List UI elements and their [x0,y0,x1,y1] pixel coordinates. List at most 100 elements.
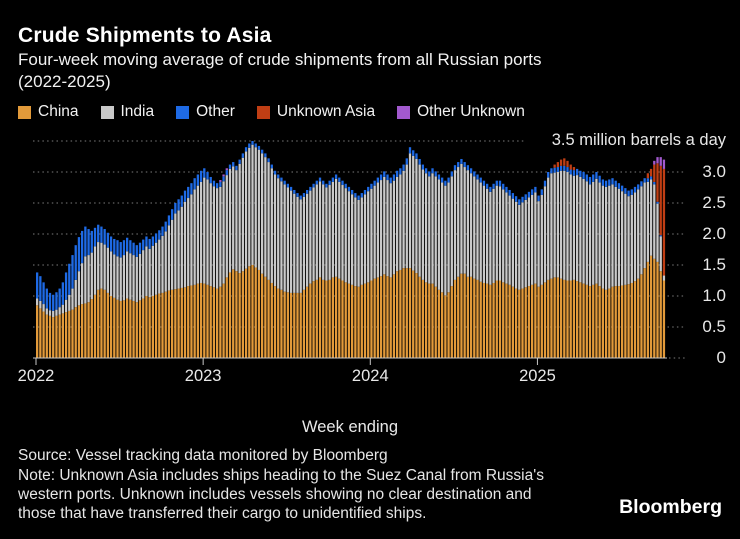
bar-segment-india [534,192,537,284]
bar-segment-india [84,256,87,304]
bar-segment-india [624,193,627,285]
bar-segment-china [550,278,553,358]
bar-segment-india [209,183,212,287]
bar-segment-other [81,230,84,264]
bar-segment-china [518,289,521,358]
x-tick-label-2025: 2025 [519,367,556,385]
bar-segment-india [479,182,482,282]
bar-segment-india [579,176,582,283]
legend-swatch-unknown_asia [256,105,270,119]
bar-segment-china [582,283,585,358]
bar-segment-other [113,238,116,255]
bar-segment-china [84,303,87,358]
bar-segment-india [280,181,283,290]
bar-segment-other [77,237,81,272]
bar-segment-other [569,169,572,175]
bar-segment-other [418,158,421,165]
bar-segment-china [257,269,261,358]
bar-segment-india [167,225,171,291]
bar-segment-india [161,235,164,293]
bar-segment-other [296,193,299,197]
bar-segment-china [48,315,52,358]
bar-segment-china [74,307,77,358]
note-line-2: western ports. Unknown includes vessels … [18,486,532,503]
bar-segment-china [598,286,601,358]
bar-segment-india [129,253,132,300]
bar-segment-other [212,180,216,187]
bar-segment-china [183,287,187,358]
bar-segment-china [566,280,569,358]
bar-segment-india [418,164,421,277]
legend-label-other: Other [196,103,235,120]
bar-segment-india [232,166,235,270]
bar-segment-india [601,185,605,289]
bar-segment-india [511,198,515,287]
bar-segment-china [450,286,453,358]
bar-segment-other [543,180,547,187]
bar-segment-india [158,239,161,294]
bar-segment-other [58,288,61,308]
bar-segment-other [537,195,540,202]
bar-segment-other [370,183,373,189]
bar-segment-other [264,153,267,158]
bar-segment-india [328,185,331,280]
bar-segment-india [367,191,370,283]
bar-segment-india [106,247,110,293]
bar-segment-india [283,184,286,292]
bar-segment-unknown_asia [553,164,556,168]
x-axis-title: Week ending [301,418,398,436]
bar-segment-india [142,250,145,299]
bar-segment-china [608,288,611,358]
bar-segment-other [109,236,113,252]
bar-segment-china [235,271,238,358]
bar-segment-other [39,276,42,301]
y-tick-label-0.5: 0.5 [702,317,726,336]
bar-segment-india [203,177,206,284]
bar-segment-china [486,283,489,358]
bar-segment-other [302,193,306,197]
bar-segment-india [595,178,598,284]
bar-segment-other [164,221,167,232]
y-tick-label-1.5: 1.5 [702,255,726,274]
bar-segment-other [106,232,110,248]
bar-segment-india [277,178,280,289]
bar-segment-china [463,273,466,358]
bar-segment-other [71,255,74,289]
bar-segment-unknown_asia [653,164,656,182]
legend-swatch-other [176,105,190,119]
bar-segment-china [402,268,405,358]
bar-segment-india [653,184,656,259]
bar-segment-other [614,180,617,187]
bar-segment-china [341,280,344,358]
bar-segment-other [171,209,174,220]
bar-segment-other [392,174,396,181]
bar-segment-other [257,145,261,150]
bar-segment-india [524,199,527,288]
bar-segment-china [267,279,270,358]
bar-segment-china [396,271,399,358]
bar-segment-india [251,144,254,265]
bar-segment-china [498,280,502,358]
bar-segment-india [286,187,290,293]
bar-segment-china [611,286,614,358]
bar-segment-other [151,236,155,246]
bar-segment-china [633,281,637,358]
bar-segment-other [460,158,463,164]
bar-segment-india [379,180,383,277]
bar-segment-other [492,183,495,189]
bar-segment-india [312,187,315,282]
y-tick-label-0: 0 [716,348,726,367]
bar-segment-other [531,189,534,195]
bar-segment-other [209,176,212,184]
legend-item-other: Other [176,103,235,121]
bar-segment-unknown_asia [572,167,576,171]
bar-segment-other [405,158,408,165]
bar-segment-india [183,201,187,288]
bar-segment-china [331,277,335,358]
bar-segment-china [614,286,617,358]
bar-segment-other_unknown [219,180,222,182]
y-tick-label-2.0: 2.0 [702,224,726,243]
bar-segment-india [640,186,643,275]
bar-segment-other [402,164,405,171]
